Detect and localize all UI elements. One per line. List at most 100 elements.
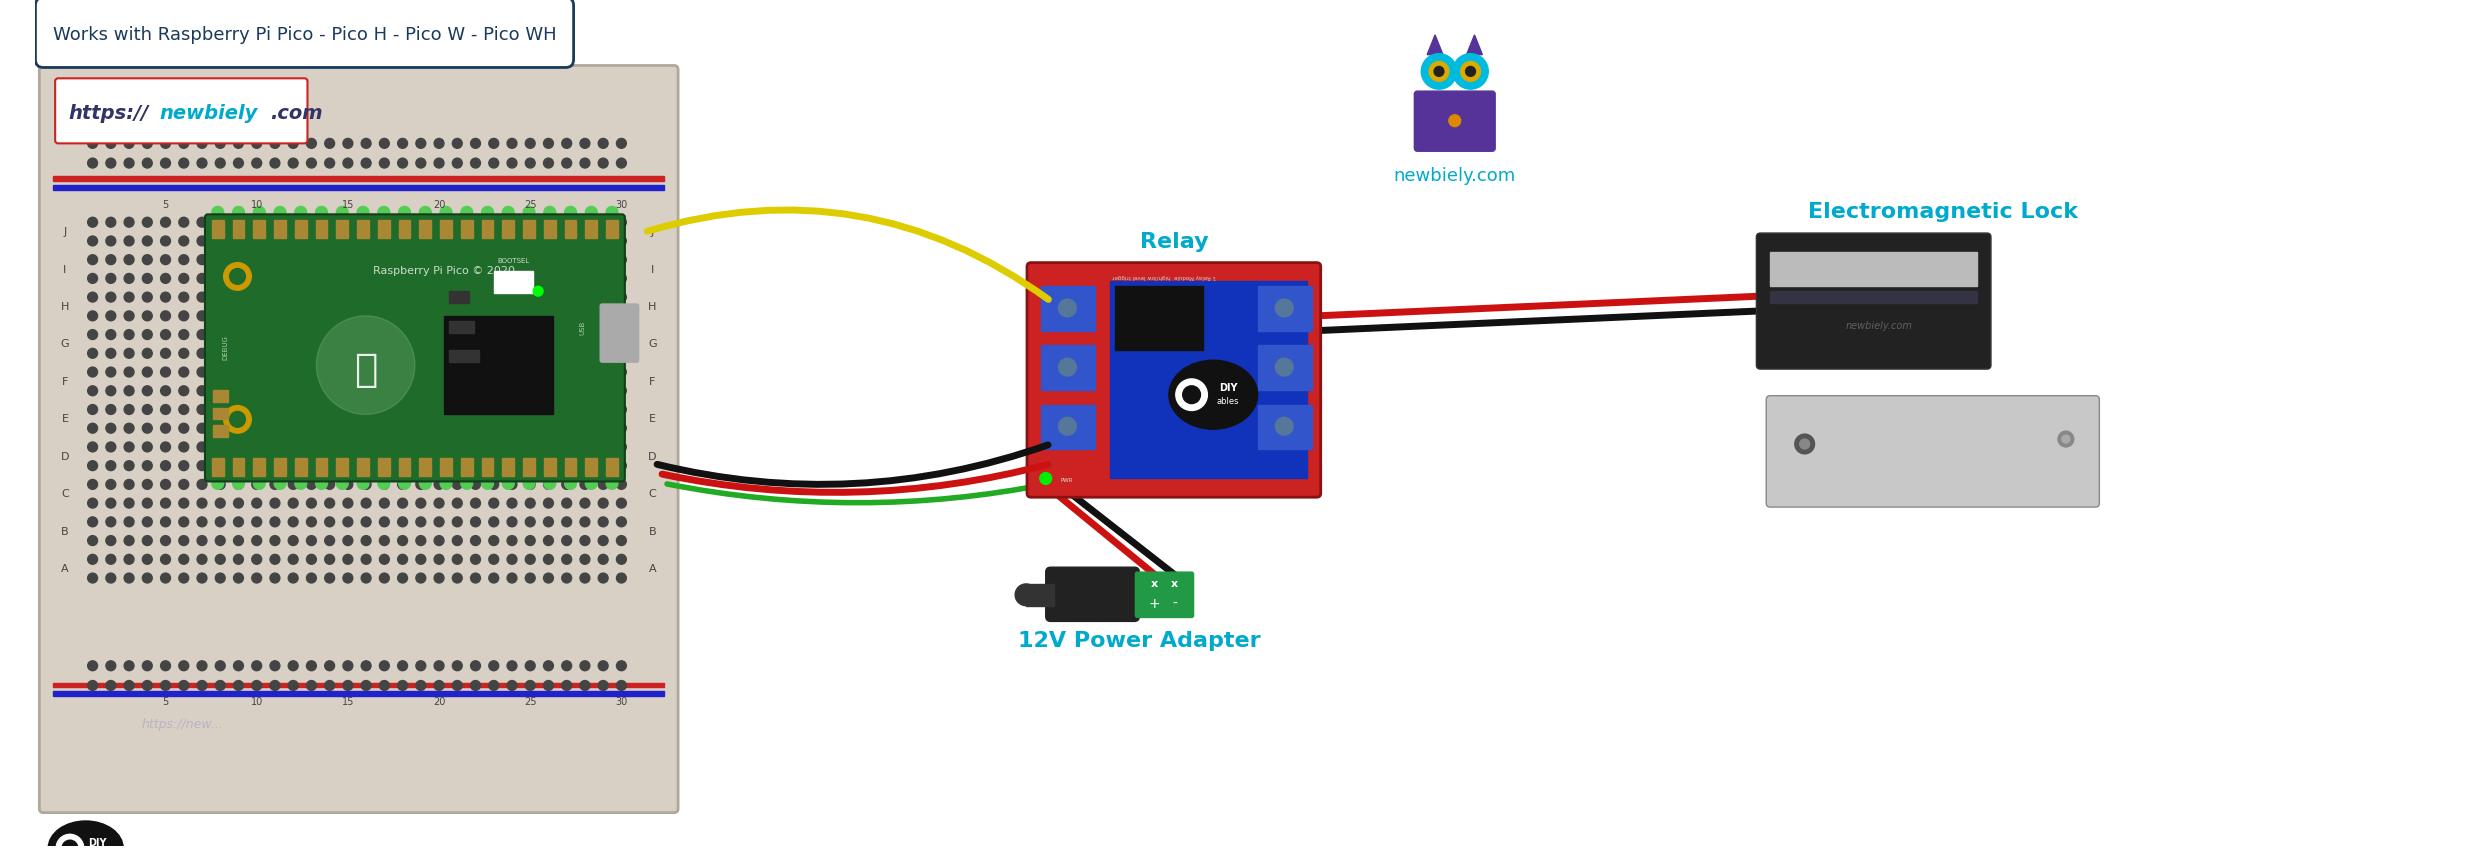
Circle shape xyxy=(215,423,225,433)
Circle shape xyxy=(580,517,590,527)
Circle shape xyxy=(435,661,444,671)
Circle shape xyxy=(343,329,353,340)
Circle shape xyxy=(1276,299,1294,317)
Circle shape xyxy=(235,386,244,396)
Text: 🍓: 🍓 xyxy=(353,351,378,389)
Circle shape xyxy=(452,386,462,396)
Circle shape xyxy=(398,517,407,527)
Circle shape xyxy=(306,498,316,508)
Circle shape xyxy=(398,498,407,508)
Circle shape xyxy=(415,311,425,321)
Circle shape xyxy=(360,348,370,359)
Circle shape xyxy=(617,217,627,227)
Circle shape xyxy=(289,293,299,302)
Circle shape xyxy=(597,386,607,396)
Bar xyxy=(316,458,328,475)
Circle shape xyxy=(289,442,299,452)
Circle shape xyxy=(289,138,299,148)
Circle shape xyxy=(215,461,225,470)
Bar xyxy=(1257,287,1311,330)
Circle shape xyxy=(462,207,472,218)
Circle shape xyxy=(523,207,536,218)
Circle shape xyxy=(289,405,299,414)
Circle shape xyxy=(415,517,425,527)
Bar xyxy=(294,458,306,475)
Circle shape xyxy=(452,255,462,264)
Text: +: + xyxy=(1148,596,1160,611)
Circle shape xyxy=(380,535,390,546)
Circle shape xyxy=(580,480,590,489)
Text: newbiely.com: newbiely.com xyxy=(1393,167,1516,184)
Circle shape xyxy=(380,498,390,508)
Circle shape xyxy=(306,236,316,246)
Text: Works with Raspberry Pi Pico - Pico H - Pico W - Pico WH: Works with Raspberry Pi Pico - Pico H - … xyxy=(52,26,556,44)
Circle shape xyxy=(563,498,573,508)
Circle shape xyxy=(378,478,390,489)
Circle shape xyxy=(580,293,590,302)
Circle shape xyxy=(617,573,627,583)
Circle shape xyxy=(597,367,607,377)
Circle shape xyxy=(360,255,370,264)
Circle shape xyxy=(415,423,425,433)
Circle shape xyxy=(123,274,133,283)
Circle shape xyxy=(543,367,553,377)
Circle shape xyxy=(306,293,316,302)
Circle shape xyxy=(489,661,499,671)
Circle shape xyxy=(269,461,279,470)
Circle shape xyxy=(617,138,627,148)
Circle shape xyxy=(617,442,627,452)
Circle shape xyxy=(489,498,499,508)
Bar xyxy=(449,321,474,333)
Circle shape xyxy=(526,138,536,148)
Circle shape xyxy=(489,480,499,489)
Circle shape xyxy=(597,498,607,508)
Circle shape xyxy=(230,269,244,284)
Circle shape xyxy=(435,573,444,583)
Circle shape xyxy=(489,367,499,377)
Bar xyxy=(449,350,479,362)
Circle shape xyxy=(580,158,590,168)
Bar xyxy=(358,221,368,238)
Circle shape xyxy=(563,554,573,565)
Circle shape xyxy=(580,442,590,452)
Bar xyxy=(523,221,536,238)
Circle shape xyxy=(563,236,573,246)
Circle shape xyxy=(580,274,590,283)
Circle shape xyxy=(289,517,299,527)
Bar xyxy=(358,458,368,475)
Circle shape xyxy=(143,158,153,168)
Circle shape xyxy=(501,478,514,489)
Circle shape xyxy=(580,138,590,148)
Circle shape xyxy=(269,423,279,433)
Circle shape xyxy=(106,386,116,396)
Circle shape xyxy=(526,480,536,489)
Circle shape xyxy=(506,255,516,264)
Circle shape xyxy=(585,478,597,489)
Circle shape xyxy=(415,293,425,302)
Circle shape xyxy=(252,423,262,433)
Circle shape xyxy=(106,554,116,565)
Circle shape xyxy=(398,535,407,546)
Circle shape xyxy=(452,554,462,565)
Circle shape xyxy=(360,461,370,470)
Circle shape xyxy=(89,573,99,583)
Circle shape xyxy=(506,680,516,691)
Circle shape xyxy=(398,138,407,148)
Circle shape xyxy=(360,680,370,691)
Circle shape xyxy=(435,274,444,283)
Circle shape xyxy=(489,217,499,227)
Circle shape xyxy=(533,287,543,296)
Circle shape xyxy=(215,517,225,527)
Circle shape xyxy=(343,293,353,302)
Circle shape xyxy=(435,386,444,396)
Circle shape xyxy=(398,367,407,377)
Circle shape xyxy=(489,329,499,340)
Bar xyxy=(254,221,264,238)
Circle shape xyxy=(597,442,607,452)
Circle shape xyxy=(230,412,244,427)
Circle shape xyxy=(89,348,99,359)
Circle shape xyxy=(380,405,390,414)
Circle shape xyxy=(289,311,299,321)
Bar xyxy=(543,458,556,475)
Circle shape xyxy=(123,348,133,359)
